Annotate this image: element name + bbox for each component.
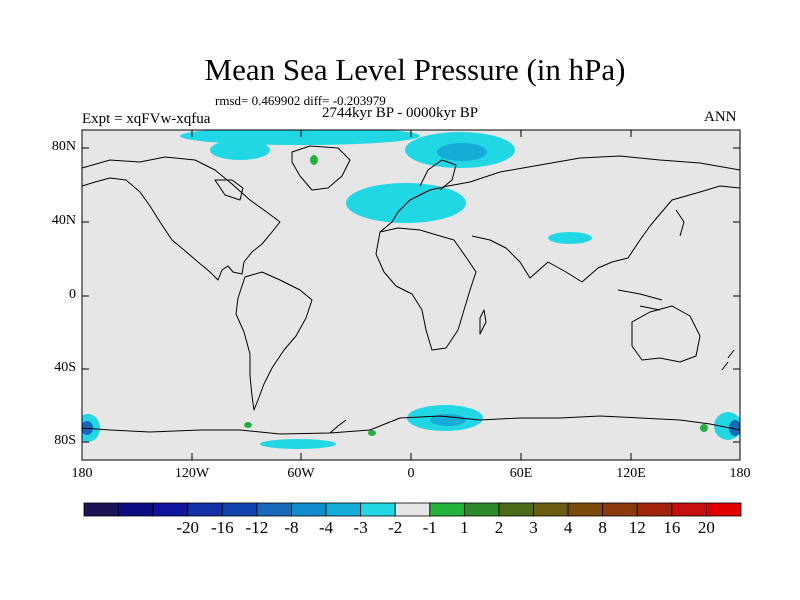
colorbar-swatch bbox=[325, 502, 362, 517]
colorbar-label: 3 bbox=[529, 518, 538, 537]
anomaly-patch-canada bbox=[210, 140, 270, 160]
colorbar-swatch bbox=[221, 502, 258, 517]
colorbar-swatch bbox=[671, 502, 707, 517]
colorbar-label: -16 bbox=[210, 518, 234, 537]
lon-tick-label: 60E bbox=[509, 466, 533, 481]
chart-title: Mean Sea Level Pressure (in hPa) bbox=[204, 52, 626, 87]
colorbar-label: 8 bbox=[598, 518, 607, 537]
colorbar-swatch bbox=[567, 502, 604, 517]
axis-ticks bbox=[81, 130, 741, 460]
experiment-label: Expt = xqFVw-xqfua bbox=[82, 111, 211, 127]
map-background bbox=[82, 130, 740, 460]
colorbar-label: -12 bbox=[245, 518, 269, 537]
colorbar-swatch bbox=[152, 502, 189, 517]
lon-tick-label: 60W bbox=[287, 466, 315, 481]
colorbar-swatch bbox=[187, 502, 223, 517]
lon-tick-label: 120E bbox=[616, 466, 646, 481]
period-subtitle: 2744kyr BP - 0000kyr BP bbox=[322, 105, 479, 121]
season-label: ANN bbox=[704, 109, 737, 125]
anomaly-patch-antarctic-low bbox=[260, 439, 336, 449]
colorbar-label: -3 bbox=[353, 518, 368, 537]
pressure-anomaly-fields bbox=[82, 130, 740, 449]
colorbar-label: -2 bbox=[388, 518, 403, 537]
lat-tick-label: 80N bbox=[51, 139, 76, 154]
anomaly-patch-greenland-pos bbox=[310, 155, 318, 165]
colorbar-swatch bbox=[429, 502, 465, 517]
lat-tick-label: 40S bbox=[54, 360, 76, 375]
lon-tick-label: 180 bbox=[729, 466, 751, 481]
colorbar-swatch bbox=[256, 502, 292, 517]
lon-tick-label: 180 bbox=[71, 466, 93, 481]
colorbar-label: 1 bbox=[460, 518, 469, 537]
lon-tick-label: 0 bbox=[407, 466, 415, 481]
colorbar-label: 20 bbox=[697, 518, 715, 537]
colorbar-swatch bbox=[463, 502, 500, 517]
colorbar-label: -20 bbox=[176, 518, 200, 537]
rmsd-diff-stats: rmsd= 0.469902 diff= -0.203979 bbox=[215, 93, 386, 108]
colorbar-label: -4 bbox=[318, 518, 334, 537]
lon-tick-label: 120W bbox=[174, 466, 210, 481]
colorbar-swatch bbox=[83, 502, 119, 517]
colorbar-swatch bbox=[533, 502, 569, 517]
colorbar-label: -1 bbox=[422, 518, 437, 537]
anomaly-patch-ross-east-core bbox=[729, 420, 740, 436]
colorbar-swatch bbox=[602, 502, 638, 517]
lat-tick-label: 0 bbox=[69, 287, 76, 302]
colorbar-swatch bbox=[118, 502, 154, 517]
coastlines bbox=[82, 145, 740, 435]
colorbar bbox=[83, 502, 742, 517]
colorbar-label: 12 bbox=[628, 518, 646, 537]
colorbar-swatch bbox=[394, 502, 431, 517]
anomaly-patch-north-atlantic bbox=[346, 183, 466, 223]
anomaly-patch-antarctic-pos-3 bbox=[700, 424, 708, 432]
anomaly-patch-antarctic-pos-2 bbox=[368, 430, 376, 436]
colorbar-swatch bbox=[498, 502, 534, 517]
lat-tick-label: 80S bbox=[54, 433, 76, 448]
anomaly-patch-antarctic-pos-1 bbox=[244, 422, 252, 428]
anomaly-patch-central-asia bbox=[548, 232, 592, 244]
colorbar-swatch bbox=[360, 502, 396, 517]
colorbar-swatch bbox=[706, 502, 742, 517]
colorbar-label: 2 bbox=[494, 518, 504, 537]
colorbar-swatch bbox=[636, 502, 673, 517]
colorbar-swatch bbox=[291, 502, 327, 517]
lat-tick-label: 40N bbox=[51, 213, 76, 228]
anomaly-patch-weddell-core bbox=[430, 414, 466, 426]
colorbar-label: 16 bbox=[663, 518, 681, 537]
colorbar-label: 4 bbox=[563, 518, 573, 537]
anomaly-patch-barents-core bbox=[437, 143, 487, 161]
colorbar-label: -8 bbox=[284, 518, 299, 537]
